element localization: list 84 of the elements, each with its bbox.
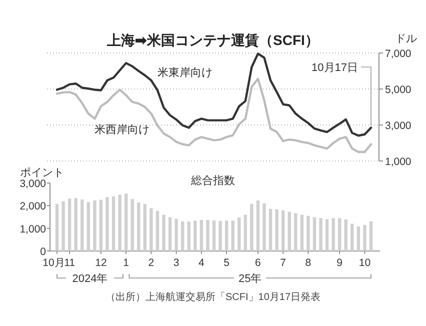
chart-title: 総合指数 xyxy=(190,174,235,187)
bar xyxy=(137,202,140,251)
bar xyxy=(306,216,310,251)
bar xyxy=(93,200,96,251)
bar xyxy=(224,220,228,251)
x-tick-label: 2 xyxy=(148,257,154,269)
bar xyxy=(281,210,285,251)
bar xyxy=(231,220,234,251)
bar xyxy=(174,218,178,251)
x-tick-label: 10月 xyxy=(42,257,66,269)
text: 2024年 xyxy=(72,273,108,285)
x-tick-label: 7 xyxy=(280,257,286,269)
bar xyxy=(288,212,291,251)
bar xyxy=(319,218,322,251)
line-series xyxy=(56,52,372,137)
y-tick-label: 2,000 xyxy=(20,200,46,213)
y-tick-label: 3,000 xyxy=(385,120,412,132)
bar xyxy=(312,217,316,251)
bar xyxy=(212,220,216,251)
bar xyxy=(112,196,116,251)
x-tick-label: 9 xyxy=(336,257,343,269)
series-label: 米東岸向け xyxy=(158,66,212,79)
bar xyxy=(338,218,342,251)
bar xyxy=(256,200,260,251)
bar xyxy=(130,199,134,251)
bar xyxy=(99,200,103,251)
bar xyxy=(275,209,278,251)
bar xyxy=(62,201,65,251)
bar xyxy=(68,198,72,251)
y-tick-label: 1,000 xyxy=(385,156,412,168)
text: 25年 xyxy=(238,273,262,285)
bar xyxy=(363,224,366,251)
bar xyxy=(332,218,335,251)
bar xyxy=(238,217,241,251)
x-tick-label: 12 xyxy=(95,257,107,269)
series-label: 米西岸向け xyxy=(94,123,150,136)
x-tick-label: 5 xyxy=(224,257,230,269)
y-tick-label: 7,000 xyxy=(385,48,412,60)
bar xyxy=(55,204,59,251)
bar xyxy=(162,214,166,251)
bar xyxy=(194,220,197,251)
y-tick-label: 1,000 xyxy=(20,223,46,236)
bar xyxy=(156,210,160,251)
y-axis-title: ポイント xyxy=(20,167,64,179)
bar xyxy=(124,194,128,251)
bar xyxy=(244,214,247,251)
bar xyxy=(344,219,348,251)
bar xyxy=(206,220,210,251)
bar xyxy=(262,203,266,251)
bar xyxy=(356,226,360,251)
bar xyxy=(268,208,272,251)
x-tick-label: 11 xyxy=(64,257,76,269)
bar xyxy=(80,200,84,251)
chart-title: 上海➡米国コンテナ運賃（SCFI） xyxy=(106,32,319,48)
bar xyxy=(325,219,329,251)
bar xyxy=(300,214,304,251)
bar xyxy=(218,220,222,251)
bar xyxy=(86,202,90,251)
bar xyxy=(118,194,122,251)
annotation: 10月17日 xyxy=(312,62,358,74)
y-tick-label: 0 xyxy=(40,246,46,258)
bar xyxy=(250,204,254,251)
x-tick-label: 1 xyxy=(123,257,130,269)
y-axis-title: ドル xyxy=(395,33,417,45)
bar xyxy=(200,220,204,251)
x-tick-label: 8 xyxy=(305,257,312,269)
bar xyxy=(350,224,354,251)
x-tick-label: 3 xyxy=(173,257,180,269)
bar xyxy=(143,204,147,251)
text: （出所）上海航運交易所「SCFI」10月17日発表 xyxy=(105,291,321,303)
x-tick-label: 6 xyxy=(255,257,262,269)
bar xyxy=(150,208,153,251)
bar xyxy=(168,217,172,251)
x-tick-label: 4 xyxy=(198,257,205,269)
bar xyxy=(74,198,78,251)
bar xyxy=(369,221,373,251)
bar xyxy=(181,222,184,251)
y-tick-label: 5,000 xyxy=(385,84,412,96)
bar xyxy=(187,222,190,251)
line-series xyxy=(56,78,372,154)
bar xyxy=(294,213,298,251)
bar xyxy=(106,197,109,251)
y-tick-label: 3,000 xyxy=(20,178,46,190)
x-tick-label: 10 xyxy=(358,257,371,269)
